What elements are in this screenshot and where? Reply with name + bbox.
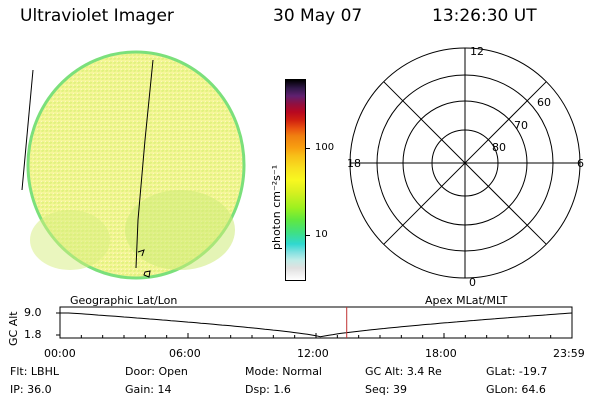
timeline-x-tick: 23:59 bbox=[553, 347, 585, 360]
status-gc-alt: GC Alt: 3.4 Re bbox=[365, 365, 442, 378]
orbit-altitude-curve bbox=[60, 312, 573, 338]
intensity-colorbar bbox=[285, 79, 306, 281]
polar-label-12: 12 bbox=[470, 45, 484, 58]
colorbar-tick-label: 100 bbox=[315, 142, 335, 153]
status-ip: IP: 36.0 bbox=[10, 383, 52, 396]
status-seq: Seq: 39 bbox=[365, 383, 407, 396]
status-gain: Gain: 14 bbox=[125, 383, 172, 396]
polar-label-6: 6 bbox=[577, 157, 584, 170]
app-title: Ultraviolet Imager bbox=[20, 6, 174, 26]
status-door: Door: Open bbox=[125, 365, 188, 378]
status-glon: GLon: 64.6 bbox=[486, 383, 546, 396]
colorbar-tick bbox=[305, 235, 310, 236]
timeline-y-tick: 1.8 bbox=[24, 328, 42, 341]
time-label: 13:26:30 UT bbox=[432, 6, 537, 26]
status-filter: Flt: LBHL bbox=[10, 365, 59, 378]
polar-lat-70: 70 bbox=[514, 119, 528, 132]
colorbar-tick bbox=[305, 148, 310, 149]
status-mode: Mode: Normal bbox=[245, 365, 322, 378]
timeline-x-tick: 18:00 bbox=[425, 347, 457, 360]
timeline-right-title: Apex MLat/MLT bbox=[425, 294, 508, 307]
status-glat: GLat: -19.7 bbox=[486, 365, 548, 378]
polar-lat-80: 80 bbox=[492, 141, 506, 154]
colorbar-tick-label: 10 bbox=[315, 229, 328, 240]
timeline-x-tick: 00:00 bbox=[44, 347, 76, 360]
orbit-timeline bbox=[56, 306, 573, 339]
terminator-line bbox=[135, 59, 154, 269]
timeline-y-tick: 9.0 bbox=[24, 306, 42, 319]
polar-label-0: 0 bbox=[469, 276, 476, 289]
uv-disk-image bbox=[21, 50, 246, 280]
polar-lat-60: 60 bbox=[537, 96, 551, 109]
status-dsp: Dsp: 1.6 bbox=[245, 383, 291, 396]
polar-grid bbox=[349, 47, 581, 279]
polar-label-18: 18 bbox=[347, 157, 361, 170]
timeline-x-tick: 06:00 bbox=[169, 347, 201, 360]
timeline-x-tick: 12:00 bbox=[297, 347, 329, 360]
terminator-line-left bbox=[21, 69, 34, 191]
date-label: 30 May 07 bbox=[273, 6, 363, 26]
timeline-left-title: Geographic Lat/Lon bbox=[70, 294, 178, 307]
colorbar-unit: photon cm⁻²s⁻¹ bbox=[270, 164, 283, 250]
